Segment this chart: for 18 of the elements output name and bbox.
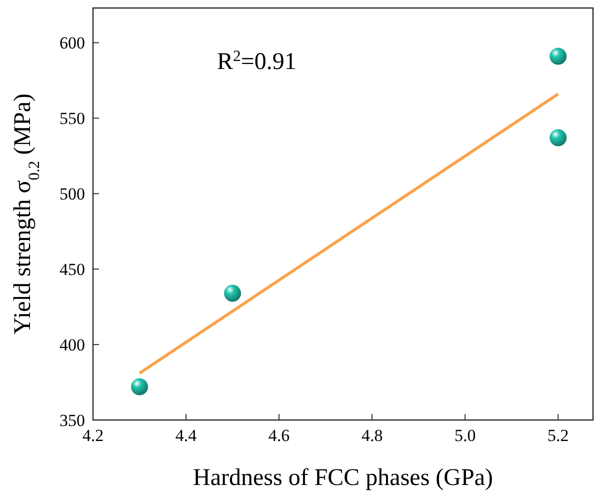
x-tick-label: 5.0 <box>454 426 476 445</box>
y-tick-label: 400 <box>60 336 85 355</box>
point <box>550 129 567 146</box>
x-axis-title: Hardness of FCC phases (GPa) <box>193 465 493 491</box>
y-tick-label: 600 <box>60 34 85 53</box>
y-tick-label: 450 <box>60 260 85 280</box>
y-tick-label: 500 <box>60 184 85 204</box>
point <box>131 378 148 396</box>
x-tick-label: 4.4 <box>175 426 198 445</box>
y-tick-label: 550 <box>60 109 85 128</box>
x-tick-label: 4.8 <box>361 426 383 445</box>
y-tick-label: 350 <box>60 411 85 430</box>
point <box>550 48 567 65</box>
point <box>224 284 242 302</box>
x-tick-label: 5.2 <box>547 426 569 445</box>
annotation: R$^{2}$=0.91 <box>217 48 296 75</box>
x-tick-label: 4.6 <box>268 426 290 445</box>
x-tick-label: 4.2 <box>82 426 104 445</box>
